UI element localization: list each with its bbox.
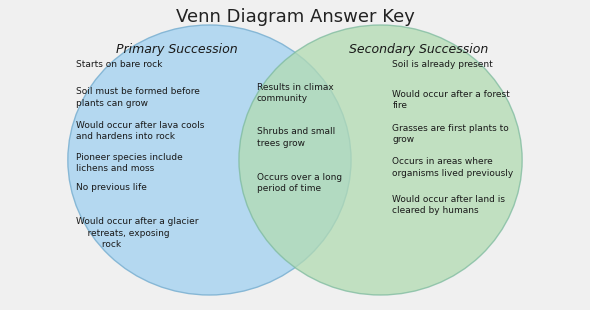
Ellipse shape — [239, 25, 522, 295]
Text: Venn Diagram Answer Key: Venn Diagram Answer Key — [176, 7, 414, 25]
Text: Would occur after a forest
fire: Would occur after a forest fire — [392, 90, 510, 110]
Text: Results in climax
community: Results in climax community — [257, 82, 333, 103]
Text: Primary Succession: Primary Succession — [116, 42, 238, 55]
Text: Occurs in areas where
organisms lived previously: Occurs in areas where organisms lived pr… — [392, 157, 514, 178]
Text: Soil must be formed before
plants can grow: Soil must be formed before plants can gr… — [76, 87, 199, 108]
Text: Starts on bare rock: Starts on bare rock — [76, 60, 162, 69]
Ellipse shape — [68, 25, 351, 295]
Text: Pioneer species include
lichens and moss: Pioneer species include lichens and moss — [76, 153, 182, 173]
Text: No previous life: No previous life — [76, 183, 146, 192]
Text: Would occur after a glacier
    retreats, exposing
         rock: Would occur after a glacier retreats, ex… — [76, 218, 198, 249]
Text: Secondary Succession: Secondary Succession — [349, 42, 489, 55]
Text: Would occur after lava cools
and hardens into rock: Would occur after lava cools and hardens… — [76, 121, 204, 141]
Text: Soil is already present: Soil is already present — [392, 60, 493, 69]
Text: Shrubs and small
trees grow: Shrubs and small trees grow — [257, 127, 335, 148]
Text: Occurs over a long
period of time: Occurs over a long period of time — [257, 172, 342, 193]
Text: Grasses are first plants to
grow: Grasses are first plants to grow — [392, 124, 509, 144]
Text: Would occur after land is
cleared by humans: Would occur after land is cleared by hum… — [392, 195, 506, 215]
